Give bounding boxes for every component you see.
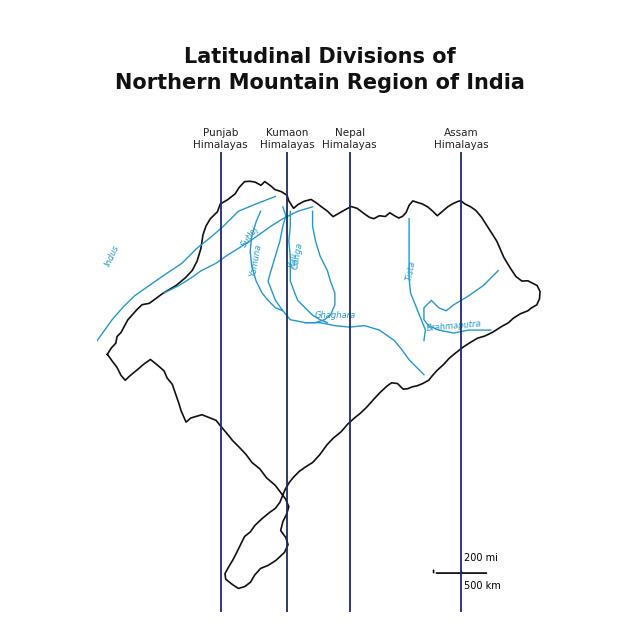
Text: 200 mi: 200 mi — [463, 553, 497, 563]
Text: Punjab
Himalayas: Punjab Himalayas — [193, 128, 248, 150]
Text: Ghaghara: Ghaghara — [314, 311, 355, 320]
Text: Brahmaputra: Brahmaputra — [426, 319, 482, 333]
Text: 500 km: 500 km — [463, 581, 500, 591]
Text: Indus: Indus — [103, 244, 121, 268]
Text: Assam
Himalayas: Assam Himalayas — [434, 128, 488, 150]
Text: Ganga: Ganga — [291, 241, 305, 270]
Text: Sutlej: Sutlej — [240, 224, 260, 249]
Text: Tista: Tista — [404, 260, 417, 282]
Text: Kali: Kali — [287, 252, 299, 269]
Text: Nepal
Himalayas: Nepal Himalayas — [323, 128, 377, 150]
Title: Latitudinal Divisions of
Northern Mountain Region of India: Latitudinal Divisions of Northern Mounta… — [115, 47, 525, 93]
Text: Kumaon
Himalayas: Kumaon Himalayas — [260, 128, 315, 150]
Text: Yamuna: Yamuna — [249, 243, 264, 278]
